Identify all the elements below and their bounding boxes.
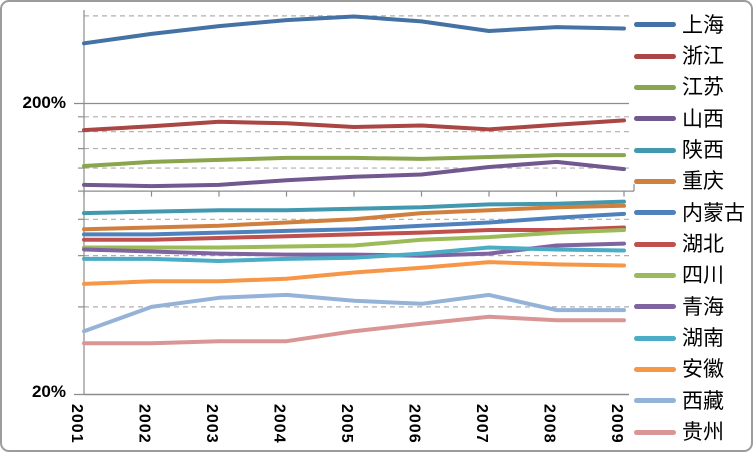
- legend-line-swatch: [634, 116, 676, 122]
- legend-item-江苏: 江苏: [634, 72, 751, 103]
- legend-item-四川: 四川: [634, 260, 751, 291]
- x-axis-label-2008: 2008: [541, 404, 558, 444]
- legend-item-安徽: 安徽: [634, 354, 751, 385]
- legend-item-青海: 青海: [634, 291, 751, 322]
- legend-label: 西藏: [682, 388, 724, 413]
- legend-line-swatch: [634, 53, 676, 59]
- legend-item-陕西: 陕西: [634, 134, 751, 165]
- legend-line-swatch: [634, 241, 676, 247]
- x-axis-label-2003: 2003: [203, 404, 220, 444]
- series-line-湖北: [82, 225, 626, 242]
- legend-item-湖北: 湖北: [634, 228, 751, 259]
- legend-label: 浙江: [682, 44, 724, 69]
- series-line-贵州: [82, 314, 626, 346]
- x-axis-label-2001: 2001: [68, 404, 85, 444]
- y-axis-label-200-percent: 200%: [22, 93, 66, 112]
- legend-line-swatch: [634, 22, 676, 28]
- legend-label: 湖南: [682, 326, 724, 351]
- series-line-安徽: [82, 260, 626, 286]
- legend-item-湖南: 湖南: [634, 322, 751, 353]
- x-axis-label-2004: 2004: [271, 404, 288, 444]
- legend-line-swatch: [634, 366, 676, 372]
- series-line-重庆: [82, 203, 626, 232]
- legend-line-swatch: [634, 429, 676, 435]
- x-axis-label-2005: 2005: [338, 404, 355, 444]
- legend-label: 上海: [682, 12, 724, 37]
- series-line-浙江: [82, 118, 626, 133]
- legend-item-山西: 山西: [634, 103, 751, 134]
- legend: 上海 浙江 江苏 山西 陕西 重庆 内蒙古 湖北 四川 青海 湖南: [634, 9, 751, 448]
- legend-label: 江苏: [682, 75, 724, 100]
- legend-label: 山西: [682, 106, 724, 131]
- x-axis-label-2007: 2007: [473, 404, 490, 444]
- legend-label: 重庆: [682, 169, 724, 194]
- legend-label: 四川: [682, 263, 724, 288]
- series-line-江苏: [82, 153, 626, 168]
- legend-line-swatch: [634, 210, 676, 216]
- y-axis-label-20-percent: 20%: [31, 382, 66, 401]
- legend-item-浙江: 浙江: [634, 40, 751, 71]
- series-line-内蒙古: [82, 211, 626, 237]
- legend-line-swatch: [634, 272, 676, 278]
- legend-line-swatch: [634, 147, 676, 153]
- legend-label: 内蒙古: [682, 200, 745, 225]
- series-line-陕西: [82, 199, 626, 216]
- legend-label: 青海: [682, 294, 724, 319]
- legend-item-西藏: 西藏: [634, 385, 751, 416]
- legend-item-重庆: 重庆: [634, 166, 751, 197]
- series-line-湖南: [82, 245, 626, 263]
- x-axis-label-2002: 2002: [136, 404, 153, 444]
- legend-label: 贵州: [682, 420, 724, 445]
- series-line-上海: [82, 14, 626, 46]
- legend-line-swatch: [634, 178, 676, 184]
- legend-label: 安徽: [682, 357, 724, 382]
- legend-line-swatch: [634, 335, 676, 341]
- series-line-山西: [82, 159, 626, 189]
- legend-line-swatch: [634, 398, 676, 404]
- legend-item-内蒙古: 内蒙古: [634, 197, 751, 228]
- legend-label: 陕西: [682, 138, 724, 163]
- legend-label: 湖北: [682, 232, 724, 257]
- legend-item-上海: 上海: [634, 9, 751, 40]
- legend-line-swatch: [634, 304, 676, 310]
- x-axis-label-2009: 2009: [608, 404, 625, 444]
- series-line-四川: [82, 228, 626, 250]
- legend-line-swatch: [634, 84, 676, 90]
- legend-item-贵州: 贵州: [634, 416, 751, 447]
- series-line-西藏: [82, 292, 626, 334]
- x-axis-label-2006: 2006: [406, 404, 423, 444]
